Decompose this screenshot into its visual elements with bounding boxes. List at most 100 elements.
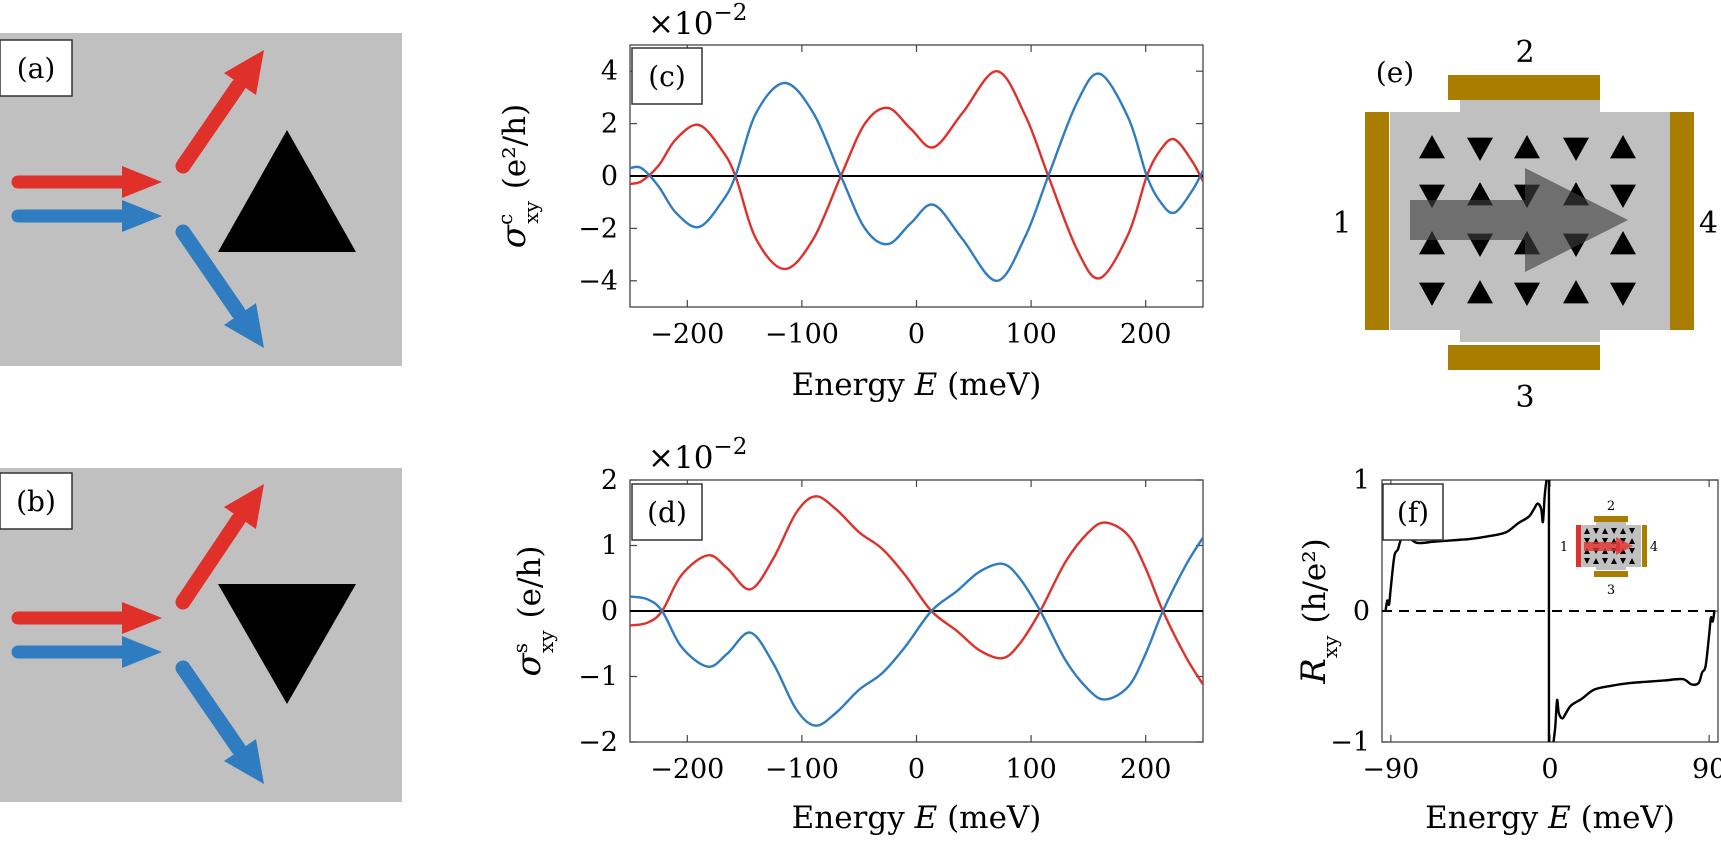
triangle-up-icon — [1610, 135, 1636, 159]
current-arrow-icon — [1410, 168, 1628, 272]
y-tick-label: −1 — [1330, 727, 1370, 758]
inset-arrow-icon — [1584, 542, 1620, 551]
inset-contact-1 — [1576, 525, 1581, 567]
triangle-up-icon — [1419, 135, 1445, 159]
triangle-down-icon — [1514, 282, 1540, 306]
y-tick-label: 2 — [601, 109, 618, 140]
inset-triangle-icon — [1602, 538, 1608, 544]
inset-triangle-icon — [1602, 528, 1608, 534]
x-tick-label: −100 — [765, 754, 839, 785]
inset-triangle-icon — [1584, 528, 1590, 534]
inset-contact-4 — [1642, 525, 1647, 567]
y-tick-label: 1 — [1353, 465, 1370, 496]
y-tick-label: 1 — [601, 531, 618, 562]
x-tick-label: −200 — [650, 319, 724, 350]
panel-b-label-box — [0, 472, 73, 530]
x-axis-label: Energy E (meV) — [792, 800, 1042, 836]
panel-a-label: (a) — [17, 52, 56, 85]
y-tick-label: −1 — [578, 662, 618, 693]
blue-deflected-arrow — [175, 224, 264, 348]
red-incoming-arrow — [11, 166, 162, 198]
x-tick-label: −90 — [1362, 754, 1419, 785]
panel-label-box — [631, 47, 703, 105]
inset-contact-label: 1 — [1560, 540, 1568, 555]
inset-contact-label: 2 — [1607, 499, 1615, 514]
inset-triangle-icon — [1611, 558, 1617, 564]
y-tick-label: −2 — [578, 213, 618, 244]
inset-triangle-icon — [1593, 558, 1599, 564]
inset-contact-label: 3 — [1607, 583, 1615, 598]
triangle-up-icon — [1514, 135, 1540, 159]
triangle-down-icon — [1610, 184, 1636, 208]
x-tick-label: 90 — [1692, 754, 1721, 785]
axis-multiplier: ×10−2 — [648, 0, 747, 42]
inset-triangle-icon — [1620, 558, 1626, 564]
inset-triangle-icon — [1584, 538, 1590, 544]
x-tick-label: 200 — [1120, 754, 1172, 785]
inset-triangle-icon — [1629, 548, 1635, 554]
axis-multiplier: ×10−2 — [648, 434, 747, 476]
inset-triangle-icon — [1611, 528, 1617, 534]
panel-b-label: (b) — [16, 485, 56, 518]
inset-triangle-icon — [1629, 538, 1635, 544]
contact-4-label: 4 — [1699, 206, 1718, 241]
x-tick-label: 0 — [1541, 754, 1558, 785]
x-tick-label: −100 — [765, 319, 839, 350]
inset-contact-2 — [1594, 516, 1628, 522]
panel-label: (f) — [1397, 496, 1429, 529]
x-tick-label: 0 — [908, 754, 925, 785]
red-deflected-arrow — [175, 50, 264, 174]
inset-triangle-icon — [1629, 528, 1635, 534]
x-tick-label: −200 — [650, 754, 724, 785]
inset-arrow-head-icon — [1616, 537, 1633, 555]
inset-triangle-icon — [1593, 528, 1599, 534]
chart-d: −200 −100 0 100 200 −2 −1 0 1 2 (d) ×10−2 Energy E (… — [508, 434, 1204, 836]
panel-label-box — [1382, 483, 1444, 541]
contact-2-pad — [1448, 75, 1600, 100]
series-line-1 — [630, 495, 1203, 685]
triangle-up-icon — [1419, 231, 1445, 255]
inset-triangle-icon — [1602, 558, 1608, 564]
blue-incoming-arrow-b — [11, 636, 162, 668]
panel-b: (b) — [0, 468, 402, 802]
triangle-up-icon — [1563, 280, 1589, 304]
triangle-down-icon — [218, 584, 356, 704]
inset-contact-label: 4 — [1650, 540, 1658, 555]
inset-triangle-icon — [1629, 558, 1635, 564]
panel-e: (e) 2 3 1 4 — [1332, 35, 1718, 415]
y-tick-label: 0 — [1353, 596, 1370, 627]
x-tick-label: 100 — [1005, 754, 1057, 785]
y-axis-label: σc xy(e²/h) — [493, 104, 543, 248]
series-line-2 — [630, 537, 1203, 727]
triangle-down-icon — [1419, 184, 1445, 208]
y-tick-label: 4 — [601, 56, 618, 87]
triangle-down-icon — [1610, 282, 1636, 306]
x-tick-label: 0 — [908, 319, 925, 350]
contact-4-pad — [1670, 112, 1694, 330]
panel-e-label: (e) — [1376, 56, 1414, 89]
inset-device: 1 2 3 4 — [1560, 499, 1658, 598]
y-tick-label: −2 — [578, 727, 618, 758]
contact-3-label: 3 — [1515, 380, 1534, 415]
triangle-up-icon — [1467, 280, 1493, 304]
panel-label: (d) — [647, 496, 687, 529]
contact-1-pad — [1365, 112, 1389, 330]
contact-2-label: 2 — [1515, 35, 1534, 70]
triangle-up-icon — [1467, 182, 1493, 206]
x-tick-label: 200 — [1120, 319, 1172, 350]
triangle-up-icon — [218, 130, 356, 252]
y-axis-label: Rxy(h/e²) — [1294, 538, 1342, 685]
panel-label: (c) — [648, 60, 686, 93]
contact-1-label: 1 — [1332, 206, 1351, 241]
inset-triangle-icon — [1584, 558, 1590, 564]
triangle-up-icon — [1610, 231, 1636, 255]
x-tick-label: 100 — [1005, 319, 1057, 350]
blue-incoming-arrow — [11, 200, 162, 232]
series-line-1 — [630, 69, 1203, 280]
x-axis-label: Energy E (meV) — [792, 367, 1042, 403]
triangle-down-icon — [1467, 137, 1493, 161]
x-axis-label: Energy E (meV) — [1425, 800, 1675, 836]
triangle-down-icon — [1563, 137, 1589, 161]
red-deflected-arrow-b — [175, 484, 264, 610]
